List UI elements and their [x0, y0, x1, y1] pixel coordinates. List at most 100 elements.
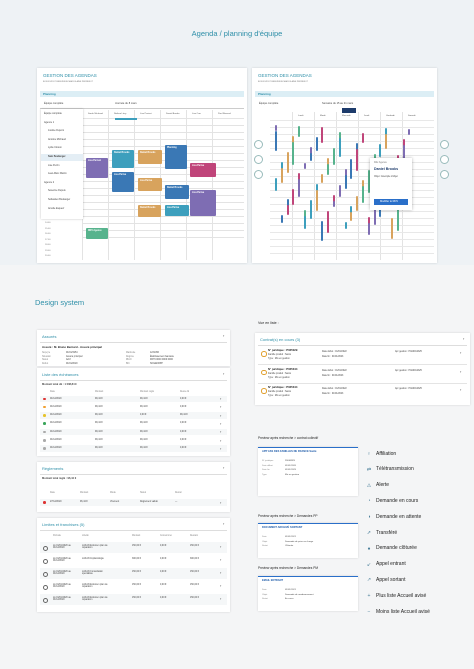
event[interactable] — [165, 205, 189, 216]
event[interactable] — [362, 133, 364, 143]
event[interactable] — [292, 136, 295, 145]
team-item[interactable]: Justine Dupont — [48, 129, 64, 133]
team-item[interactable]: Sam Boulanger — [48, 155, 66, 158]
event[interactable] — [356, 143, 359, 151]
chevron[interactable]: › — [460, 368, 462, 374]
chevron[interactable]: › — [220, 396, 222, 401]
chevron[interactable]: › — [223, 371, 225, 376]
event[interactable] — [327, 164, 330, 175]
chevron[interactable]: › — [220, 499, 222, 505]
chevron[interactable]: › — [460, 387, 462, 392]
team-item[interactable]: Jean-Marc Martin — [48, 172, 67, 176]
event[interactable] — [286, 205, 289, 215]
chevron[interactable]: › — [463, 336, 465, 341]
event[interactable] — [333, 201, 335, 207]
event[interactable] — [112, 172, 134, 192]
event[interactable] — [275, 131, 277, 151]
chevron[interactable]: › — [220, 570, 222, 575]
event[interactable] — [385, 134, 388, 149]
event[interactable] — [298, 126, 301, 137]
event[interactable] — [362, 186, 364, 203]
chevron[interactable]: › — [220, 583, 222, 588]
event[interactable] — [356, 196, 359, 211]
event[interactable] — [86, 158, 108, 178]
chevron[interactable]: › — [220, 596, 222, 601]
event[interactable] — [402, 145, 405, 163]
chevron[interactable]: › — [220, 420, 222, 426]
chevron[interactable]: › — [220, 445, 222, 451]
team-item[interactable]: Sébastien Boulanger — [48, 198, 71, 201]
event[interactable] — [333, 148, 335, 165]
event-label: Daniel Brooks — [140, 207, 156, 209]
event[interactable] — [315, 184, 318, 191]
tab[interactable]: Planning — [258, 91, 271, 96]
event[interactable] — [280, 215, 283, 223]
event[interactable] — [350, 159, 353, 179]
chevron[interactable]: › — [460, 350, 462, 355]
team-item[interactable]: Équipe complète — [44, 112, 62, 115]
chevron[interactable]: › — [223, 465, 225, 470]
event[interactable] — [321, 174, 324, 183]
event[interactable] — [315, 190, 318, 211]
event[interactable] — [350, 212, 353, 221]
event[interactable] — [391, 218, 393, 239]
event[interactable] — [280, 168, 283, 183]
chevron[interactable]: › — [223, 521, 225, 526]
event[interactable] — [338, 138, 341, 157]
event[interactable] — [275, 178, 277, 191]
event[interactable] — [309, 153, 312, 161]
event[interactable] — [321, 127, 324, 143]
event[interactable] — [275, 125, 277, 131]
event[interactable] — [367, 170, 370, 193]
event[interactable] — [165, 185, 189, 199]
chevron[interactable]: › — [220, 557, 222, 562]
team-item[interactable]: Antoine Michaud — [48, 137, 66, 141]
event[interactable] — [292, 189, 295, 205]
event[interactable] — [190, 163, 216, 177]
event[interactable] — [190, 190, 216, 216]
filter-select[interactable]: Équipe complète — [259, 102, 279, 105]
event[interactable] — [379, 144, 382, 157]
popup-button[interactable] — [374, 199, 408, 205]
filter-select[interactable]: Équipe complète — [44, 102, 64, 105]
event[interactable] — [304, 216, 306, 229]
cell: 0,00 € — [160, 584, 167, 586]
event[interactable] — [333, 195, 335, 205]
chevron[interactable]: › — [220, 412, 222, 418]
team-item[interactable]: Amélie Esquerr — [48, 206, 65, 210]
chevron[interactable]: › — [220, 429, 222, 435]
popup-button-label[interactable]: Modifier le RDV — [380, 199, 399, 203]
chevron[interactable]: › — [220, 544, 222, 549]
chevron[interactable]: › — [223, 333, 225, 338]
event[interactable] — [367, 223, 370, 235]
tab[interactable]: Planning — [43, 91, 56, 96]
team-item[interactable]: Lise Perrin — [48, 163, 60, 167]
event[interactable] — [356, 149, 359, 171]
event[interactable] — [138, 150, 162, 164]
event[interactable] — [286, 152, 289, 173]
event[interactable] — [304, 163, 306, 169]
event[interactable] — [86, 228, 108, 239]
event[interactable] — [321, 221, 324, 241]
event[interactable] — [309, 200, 312, 219]
event[interactable] — [298, 179, 301, 197]
event[interactable] — [165, 145, 187, 169]
team-item[interactable]: Séverine Dupuis — [48, 189, 66, 193]
event[interactable] — [315, 137, 318, 151]
event[interactable] — [408, 129, 411, 135]
event[interactable] — [292, 142, 295, 165]
event[interactable] — [112, 150, 134, 168]
event[interactable] — [373, 207, 376, 225]
team-item[interactable]: Agence 2 — [44, 180, 55, 184]
team-item[interactable]: Lydie Closon — [48, 146, 62, 150]
event[interactable] — [138, 178, 162, 191]
team-item[interactable]: Agence 1 — [44, 120, 55, 124]
event[interactable] — [344, 222, 347, 229]
chevron[interactable]: › — [220, 404, 222, 410]
event[interactable] — [338, 185, 341, 197]
event[interactable] — [138, 205, 161, 217]
event[interactable] — [396, 208, 399, 231]
event[interactable] — [327, 211, 330, 233]
chevron[interactable]: › — [220, 437, 222, 443]
event[interactable] — [344, 175, 347, 189]
